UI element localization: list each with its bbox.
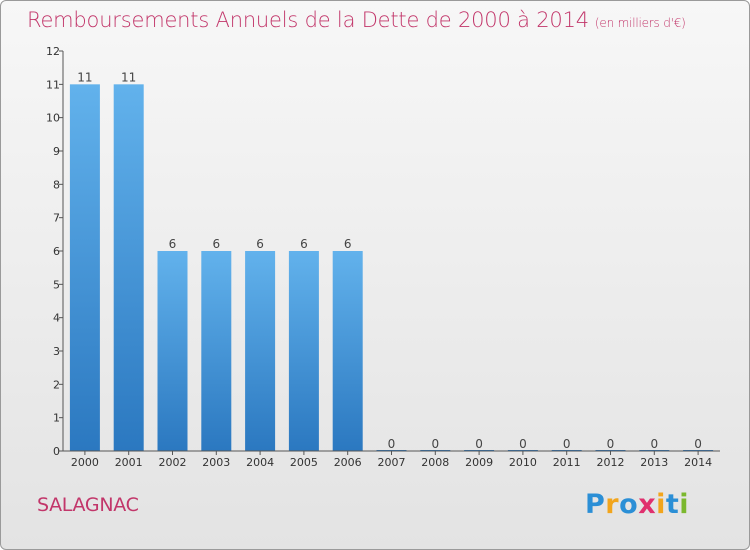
logo-letter: P <box>585 489 606 520</box>
y-tick-label: 1 <box>53 412 60 425</box>
x-tick-label: 2001 <box>115 456 143 469</box>
x-tick-label: 2011 <box>553 456 581 469</box>
y-tick-label: 4 <box>53 312 60 325</box>
commune-name: SALAGNAC <box>37 494 139 516</box>
y-tick-label: 11 <box>46 78 60 91</box>
y-tick-label: 3 <box>53 345 60 358</box>
x-tick-label: 2008 <box>421 456 449 469</box>
bar-value-label: 0 <box>431 437 439 451</box>
bar-2002 <box>157 251 188 451</box>
logo-letter: o <box>619 489 639 520</box>
y-tick-label: 10 <box>46 112 60 125</box>
bar-value-label: 6 <box>344 237 352 251</box>
y-tick-label: 12 <box>46 45 60 58</box>
bar-value-label: 6 <box>212 237 220 251</box>
bar-value-label: 0 <box>388 437 396 451</box>
x-tick-label: 2009 <box>465 456 493 469</box>
logo-letter: i <box>656 489 666 520</box>
x-tick-label: 2013 <box>640 456 668 469</box>
logo-letter: t <box>665 489 680 520</box>
x-tick-label: 2005 <box>290 456 318 469</box>
bar-value-label: 0 <box>607 437 615 451</box>
x-tick-label: 2004 <box>246 456 274 469</box>
bar-value-label: 0 <box>650 437 658 451</box>
bar-value-label: 0 <box>519 437 527 451</box>
bar-value-label: 11 <box>77 70 92 84</box>
bar-2003 <box>201 251 232 451</box>
bar-2006 <box>332 251 363 451</box>
bar-value-label: 6 <box>300 237 308 251</box>
bar-value-label: 11 <box>121 70 136 84</box>
bar-value-label: 0 <box>563 437 571 451</box>
y-tick-label: 6 <box>53 245 60 258</box>
bar-2004 <box>245 251 276 451</box>
bar-value-label: 0 <box>475 437 483 451</box>
bar-value-label: 6 <box>169 237 177 251</box>
y-tick-label: 7 <box>53 212 60 225</box>
bar-value-label: 6 <box>256 237 264 251</box>
logo-letter: r <box>605 489 620 520</box>
chart-title-text: Remboursements Annuels de la Dette de 20… <box>27 8 589 32</box>
y-tick-label: 0 <box>53 445 60 458</box>
bar-2000 <box>69 84 100 451</box>
proxiti-logo: Proxiti <box>585 489 689 520</box>
x-tick-label: 2000 <box>71 456 99 469</box>
y-tick-label: 5 <box>53 278 60 291</box>
x-tick-label: 2012 <box>597 456 625 469</box>
x-tick-label: 2006 <box>334 456 362 469</box>
x-tick-label: 2014 <box>684 456 712 469</box>
y-tick-label: 2 <box>53 378 60 391</box>
logo-letter: x <box>638 489 657 520</box>
logo-letter: i <box>679 489 690 520</box>
bar-2001 <box>113 84 144 451</box>
bar-2005 <box>288 251 319 451</box>
chart-subtitle: (en milliers d'€) <box>594 16 686 30</box>
x-tick-label: 2007 <box>378 456 406 469</box>
bar-value-label: 0 <box>694 437 702 451</box>
chart-title: Remboursements Annuels de la Dette de 20… <box>27 8 686 32</box>
x-tick-label: 2002 <box>159 456 187 469</box>
y-tick-label: 8 <box>53 178 60 191</box>
y-tick-label: 9 <box>53 145 60 158</box>
x-tick-label: 2003 <box>202 456 230 469</box>
x-tick-label: 2010 <box>509 456 537 469</box>
